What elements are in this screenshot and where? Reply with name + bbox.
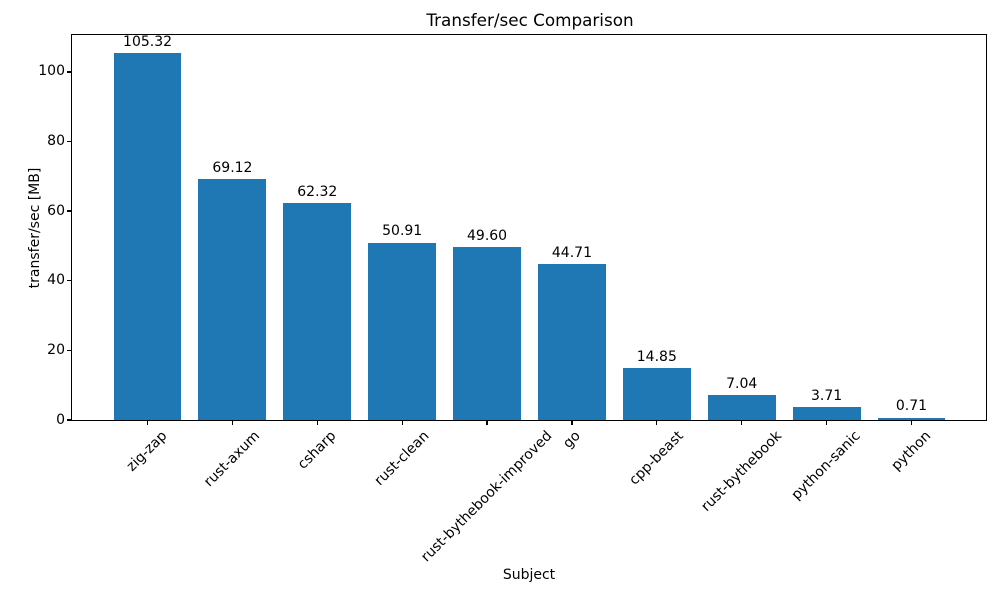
bar-go (537, 264, 606, 420)
y-tick (66, 419, 72, 421)
x-tick-label: rust-bythebook (697, 428, 785, 515)
y-tick-label: 40 (47, 272, 65, 289)
bar-value-label: 50.91 (382, 223, 423, 240)
x-tick-label: go (560, 428, 584, 452)
x-tick-label: zig-zap (123, 428, 171, 475)
x-axis-label: Subject (502, 567, 556, 583)
x-tick (486, 420, 488, 425)
x-tick (231, 420, 234, 425)
x-tick-label: python (888, 428, 935, 474)
bar-value-label: 0.71 (895, 398, 928, 415)
bar-value-label: 62.32 (297, 183, 338, 200)
y-tick (66, 71, 72, 73)
y-tick (66, 349, 72, 352)
x-tick (910, 420, 913, 425)
bar-python (877, 417, 946, 420)
bar-value-label: 69.12 (212, 159, 253, 176)
x-tick (825, 420, 828, 425)
x-tick-label: rust-axum (200, 428, 264, 491)
bar-rust-axum (198, 179, 267, 420)
y-tick (66, 280, 72, 282)
y-tick (66, 140, 72, 143)
x-tick-label: python-sanic (788, 428, 865, 504)
bar-zig-zap (113, 53, 182, 420)
y-tick-label: 0 (56, 411, 65, 428)
bar-rust-bythebook-improved (453, 247, 521, 420)
bar-cpp-beast (622, 368, 691, 420)
y-tick-label: 20 (47, 341, 65, 358)
bar-value-label: 105.32 (123, 33, 173, 50)
bar-value-label: 44.71 (551, 244, 592, 261)
x-tick (571, 420, 573, 425)
y-tick-label: 80 (47, 132, 65, 149)
bar-rust-bythebook (707, 395, 776, 420)
y-tick-label: 60 (47, 202, 65, 219)
bar-value-label: 3.71 (810, 387, 843, 404)
y-tick-label: 100 (38, 63, 65, 80)
bar-python-sanic (792, 407, 861, 420)
chart-title: Transfer/sec Comparison (426, 10, 634, 30)
bar-csharp (283, 203, 352, 420)
x-tick-label: rust-bythebook-improved (418, 428, 556, 566)
x-tick (146, 420, 149, 425)
x-tick-label: csharp (294, 428, 340, 473)
y-tick (66, 210, 72, 212)
bar-value-label: 7.04 (726, 375, 758, 392)
x-tick (401, 420, 403, 425)
x-tick (741, 420, 743, 425)
bar-value-label: 14.85 (636, 348, 677, 365)
x-tick-label: rust-clean (371, 428, 433, 489)
x-tick (316, 420, 318, 425)
x-tick (656, 420, 658, 425)
bar-value-label: 49.60 (467, 227, 508, 244)
y-axis-label: transfer/sec [MB] (27, 167, 43, 289)
bar-rust-clean (368, 242, 437, 420)
x-tick-label: cpp-beast (626, 428, 687, 489)
